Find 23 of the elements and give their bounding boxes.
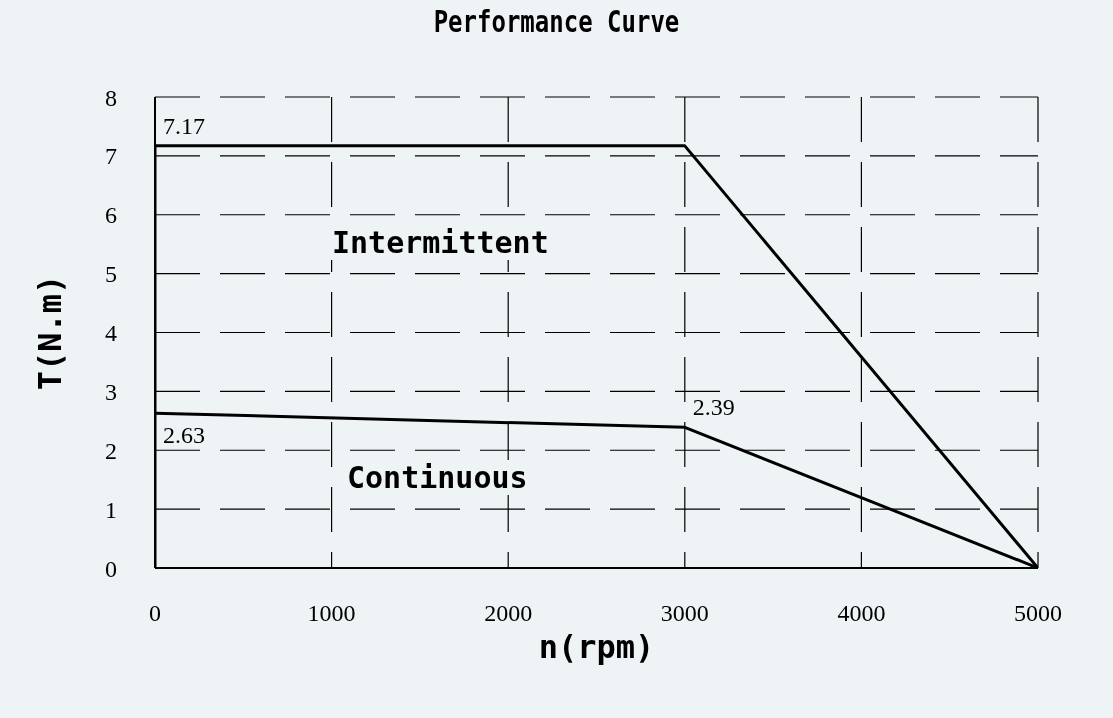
x-tick-label: 5000 [1014,600,1062,627]
x-axis-title: n(rpm) [538,628,655,666]
y-tick-label: 7 [105,143,117,170]
y-tick-label: 3 [105,378,117,405]
data-label: 2.63 [163,422,205,449]
y-tick-label: 2 [105,437,117,464]
x-tick-label: 2000 [484,600,533,627]
y-tick-label: 1 [105,496,117,523]
y-tick-label: 4 [105,320,117,347]
y-tick-label: 5 [105,261,117,288]
x-tick-label: 1000 [307,600,356,627]
data-label: 7.17 [163,112,205,139]
annotation: Continuous [345,460,530,495]
chart-title: Performance Curve [432,4,681,39]
x-tick-label: 0 [149,600,161,627]
x-tick-label: 3000 [660,600,709,627]
y-tick-label: 0 [105,555,117,582]
annotation: Intermittent [330,225,551,260]
x-tick-label: 4000 [837,600,886,627]
y-tick-label: 6 [105,202,117,229]
y-tick-label: 8 [105,84,117,111]
data-label: 2.39 [692,394,735,421]
y-axis-title: T(N.m) [31,274,70,391]
